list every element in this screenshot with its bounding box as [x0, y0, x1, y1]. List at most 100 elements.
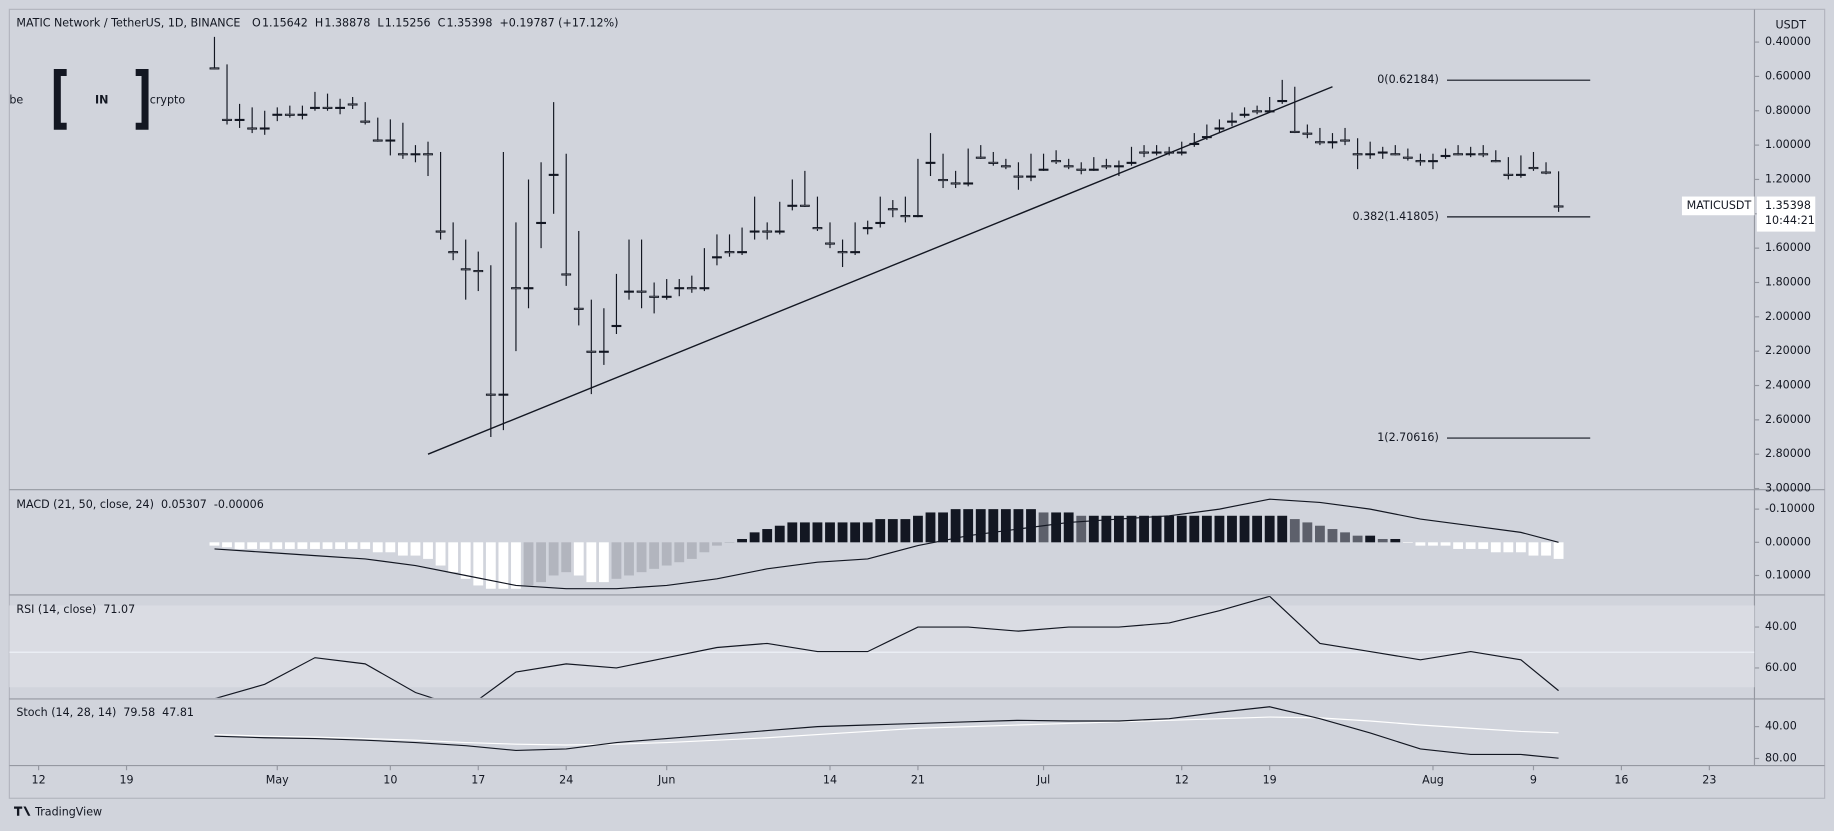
pane [215, 596, 1559, 698]
candle-body [1214, 127, 1225, 130]
candle-body [598, 350, 609, 353]
candle-body [360, 120, 371, 123]
macd-bar [385, 542, 396, 553]
macd-bar [209, 542, 220, 546]
macd-bar [737, 538, 747, 543]
candle-body [1478, 153, 1489, 156]
rsi-line [215, 596, 1559, 698]
macd-bar [674, 542, 685, 563]
y-tick-label: 60.00 [1765, 661, 1797, 674]
macd-bar [372, 542, 383, 553]
y-tick-label: 2.40000 [1765, 379, 1811, 392]
macd-bar [1302, 522, 1313, 543]
indicator-value: 47.81 [162, 706, 194, 719]
macd-bar [347, 542, 358, 549]
candle-body [1277, 99, 1288, 103]
macd-bar [762, 529, 773, 543]
macd-bar [234, 542, 245, 549]
frame [8, 8, 1826, 799]
macd-bar [322, 542, 333, 549]
candle-body [1114, 165, 1124, 168]
macd-bar [222, 542, 232, 548]
macd-bar [1189, 515, 1200, 543]
x-tick-label: 23 [1702, 774, 1716, 787]
candle-body [347, 103, 358, 106]
macd-bar [485, 542, 496, 589]
y-tick-label: -0.10000 [1765, 502, 1815, 515]
candle-body [963, 182, 974, 185]
macd-bar [1503, 542, 1514, 553]
ohlc-value: 1.38878 [324, 16, 370, 29]
macd-bar [850, 522, 861, 543]
ohlc-label: L [377, 16, 384, 29]
logo [53, 68, 149, 130]
candle-body [523, 287, 534, 290]
macd-bar [636, 542, 647, 573]
macd-bar [1176, 515, 1187, 543]
y-tick-label: 0.00000 [1765, 535, 1811, 548]
macd-bar [1453, 542, 1464, 549]
candle-body [661, 295, 672, 298]
y-tick-label: 3.00000 [1765, 482, 1811, 495]
candle-body [209, 67, 220, 70]
tradingview-icon [14, 806, 31, 816]
macd-bar [875, 519, 886, 543]
candle-body [222, 118, 232, 121]
candle-body [511, 287, 521, 290]
candle-body [1026, 175, 1036, 178]
macd-bar [1428, 542, 1438, 546]
macd-bar [1264, 515, 1275, 543]
x-tick-label: 19 [1263, 774, 1277, 787]
macd-bar [1289, 519, 1300, 543]
candle-body [460, 268, 471, 271]
candle-body [812, 227, 823, 230]
candle-body [1151, 151, 1162, 154]
macd-bar [1252, 515, 1263, 543]
macd-bar [825, 522, 835, 543]
candle-body [1377, 151, 1388, 154]
pane [214, 706, 1559, 759]
macd-bar [1114, 515, 1124, 543]
macd-bar [887, 519, 898, 543]
macd-bar [1352, 535, 1363, 543]
macd-bar [724, 542, 735, 543]
candle-body [611, 324, 622, 328]
macd-bar [661, 542, 672, 566]
indicator-title: RSI (14, close) [16, 603, 96, 616]
ohlc-value: 1.35398 [447, 16, 493, 29]
macd-bar [1201, 515, 1212, 543]
candle-body [988, 161, 999, 164]
candle-body [900, 215, 911, 218]
y-tick-label: 1.00000 [1765, 138, 1811, 151]
candle-body [1076, 168, 1087, 171]
macd-bar [573, 542, 584, 576]
candle-body [1428, 160, 1438, 163]
candle-body [435, 230, 446, 233]
macd-bar [1076, 515, 1087, 543]
ohlc-label: C [438, 16, 446, 29]
candle-body [1239, 113, 1250, 116]
candle-body [284, 113, 295, 116]
candle-body [1390, 153, 1401, 156]
candle-body [1315, 141, 1325, 144]
macd-bar [272, 542, 283, 549]
countdown: 10:44:21 [1765, 214, 1815, 227]
macd-bar [862, 522, 873, 543]
macd-bar [963, 509, 974, 543]
macd-bar [1038, 512, 1049, 543]
macd-bar [460, 542, 471, 579]
candle-body [448, 251, 459, 254]
currency-label: USDT [1776, 19, 1807, 32]
last-price: 1.35398 [1765, 199, 1811, 212]
macd-bar [812, 522, 823, 543]
fib-label: 0.382(1.41805) [1352, 210, 1438, 223]
candle-body [749, 230, 760, 233]
macd-bar [586, 542, 597, 583]
x-tick-label: 21 [911, 774, 925, 787]
macd-bar [1541, 542, 1551, 556]
indicator-title: Stoch (14, 28, 14) [16, 706, 116, 719]
macd-bar [259, 542, 270, 549]
candle-body [699, 287, 710, 290]
candle-body [1327, 141, 1338, 144]
y-tick-label: 2.60000 [1765, 413, 1811, 426]
